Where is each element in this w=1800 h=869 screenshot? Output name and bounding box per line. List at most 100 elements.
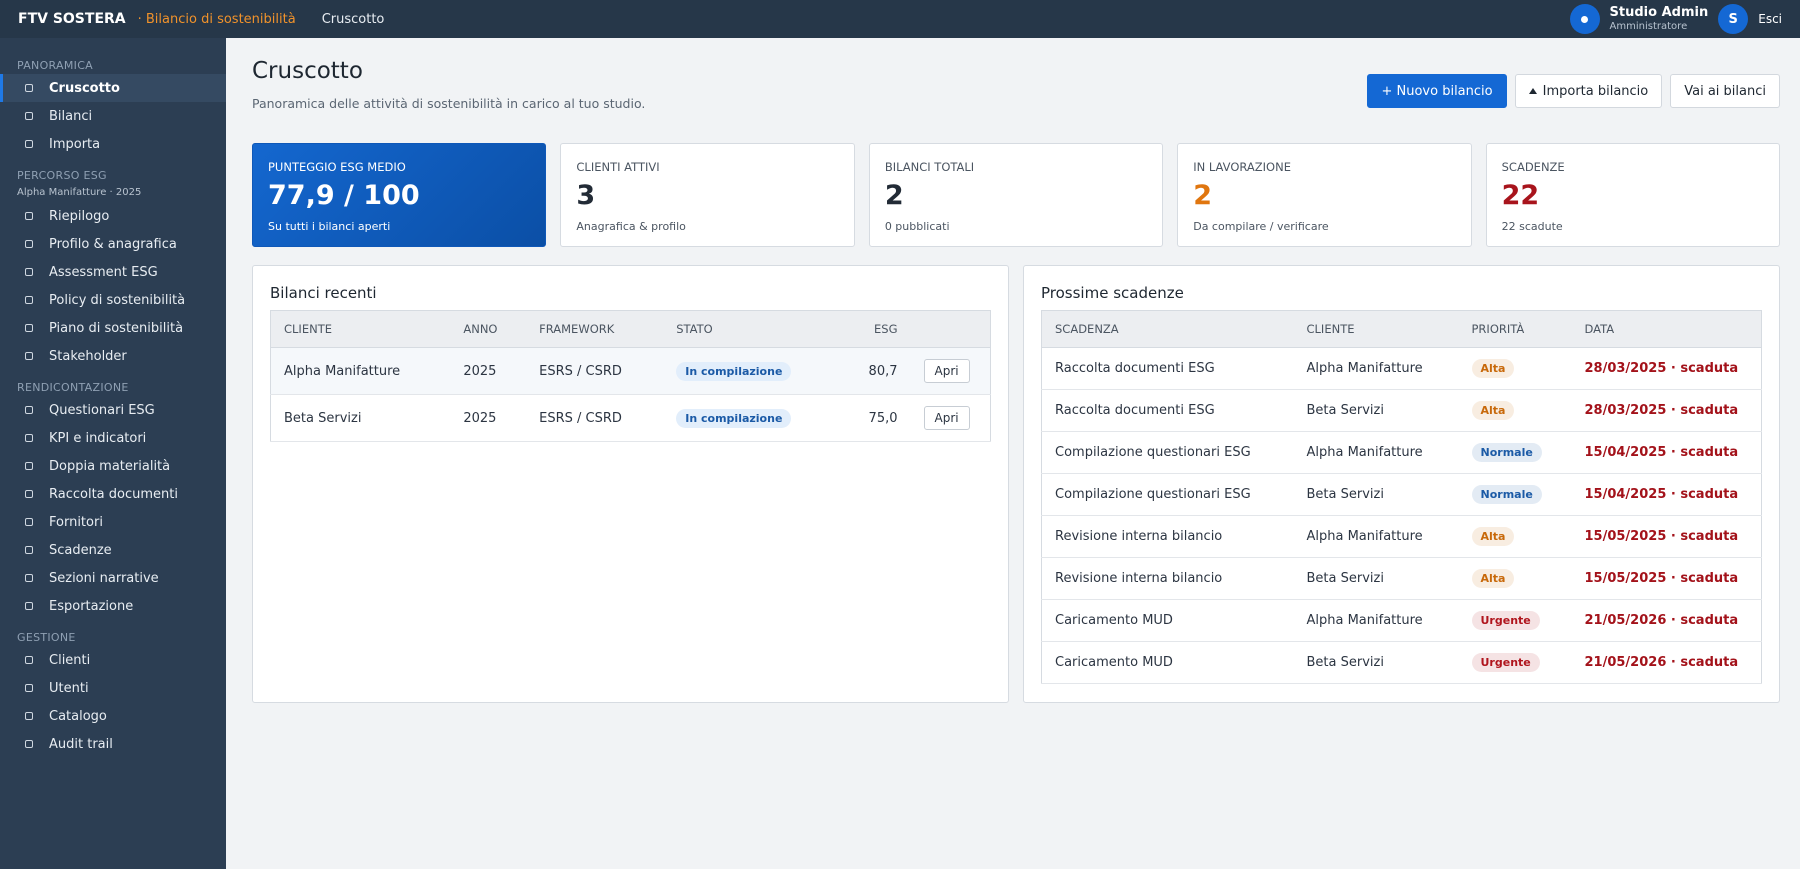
task: Raccolta documenti ESG — [1041, 347, 1294, 390]
logout[interactable]: Esci — [1758, 12, 1782, 26]
kpi-card: BILANCI TOTALI 2 0 pubblicati — [868, 143, 1164, 247]
open-button[interactable]: Apri — [923, 406, 970, 430]
table-row: Compilazione questionari ESG Beta Servizi… — [1041, 473, 1762, 516]
priority-cell: Normale — [1458, 431, 1572, 474]
nav-item[interactable]: Stakeholder — [0, 342, 226, 370]
table-row: Raccolta documenti ESG Alpha Manifatture A… — [1041, 347, 1762, 390]
kpi-value: 77,9 / 100 — [268, 180, 420, 211]
nav-icon — [25, 240, 33, 248]
nav-icon — [25, 684, 33, 692]
button[interactable]: Importa bilancio — [1514, 74, 1663, 108]
priority-cell: Urgente — [1458, 599, 1572, 642]
nav-label: Cruscotto — [49, 80, 120, 96]
sidebar: PANORAMICA Cruscotto Bilanci Importa PERCORS… — [0, 38, 226, 869]
nav-item[interactable]: Doppia materialità — [0, 452, 226, 480]
user-area: Studio Admin Amministratore S Esci — [1569, 4, 1782, 34]
status-badge: In compilazione — [676, 408, 792, 428]
nav-label: Questionari ESG — [49, 402, 155, 418]
nav-icon — [25, 518, 33, 526]
cell: Apri — [910, 347, 991, 395]
nav-item[interactable]: Fornitori — [0, 508, 226, 536]
priority-badge: Alta — [1471, 569, 1515, 588]
brand[interactable]: FTV SOSTERA — [18, 11, 126, 27]
cell: 80,7 — [841, 347, 911, 395]
cell: Alpha Manifatture — [270, 347, 451, 395]
actions: + Nuovo bilancio Importa bilancio Vai ai b… — [1367, 74, 1780, 108]
priority-cell: Alta — [1458, 515, 1572, 558]
priority-cell: Normale — [1458, 473, 1572, 516]
kpi-value: 2 — [884, 180, 904, 211]
nav-item[interactable]: Esportazione — [0, 592, 226, 620]
open-button[interactable]: Apri — [923, 359, 970, 383]
nav-item[interactable]: KPI e indicatori — [0, 424, 226, 452]
deadlines-table: SCADENZA CLIENTE PRIORITÀ DATA Raccolta docu… — [1041, 310, 1762, 684]
nav-item[interactable]: Importa — [0, 130, 226, 158]
nav-item[interactable]: Piano di sostenibilità — [0, 314, 226, 342]
button-label: Vai ai bilanci — [1684, 83, 1766, 99]
kpi-value: 2 — [1193, 180, 1213, 211]
nav-section: PANORAMICA Cruscotto Bilanci Importa — [0, 58, 226, 158]
nav-item[interactable]: Clienti — [0, 646, 226, 674]
nav-icon — [25, 296, 33, 304]
nav-item[interactable]: Cruscotto — [0, 74, 226, 102]
table-row: Alpha Manifatture 2025 ESRS / CSRD In compi… — [270, 347, 991, 395]
nav-icon — [25, 406, 33, 414]
nav-section: GESTIONE Clienti Utenti Catalogo Audit trail — [0, 630, 226, 758]
nav-item[interactable]: Scadenze — [0, 536, 226, 564]
nav-label: Stakeholder — [49, 348, 127, 364]
user-role: Amministratore — [1609, 21, 1688, 32]
panel-title: Prossime scadenze — [1041, 284, 1184, 302]
nav-item[interactable]: Questionari ESG — [0, 396, 226, 424]
client: Alpha Manifatture — [1293, 431, 1459, 474]
priority-cell: Urgente — [1458, 641, 1572, 684]
status-icon — [1569, 4, 1600, 34]
nav-item[interactable]: Audit trail — [0, 730, 226, 758]
kpi-label: IN LAVORAZIONE — [1193, 160, 1291, 174]
column-header: PRIORITÀ — [1458, 310, 1572, 348]
kpi-note: 22 scadute — [1501, 220, 1563, 233]
nav-item[interactable]: Policy di sostenibilità — [0, 286, 226, 314]
topbar: FTV SOSTERA · Bilancio di sostenibilità … — [0, 0, 1800, 38]
nav-item[interactable]: Bilanci — [0, 102, 226, 130]
nav-label: Importa — [49, 136, 101, 152]
header-row: CLIENTE ANNO FRAMEWORK STATO ESG — [270, 310, 991, 348]
priority-badge: Normale — [1471, 443, 1542, 462]
kpi-label: BILANCI TOTALI — [884, 160, 975, 174]
nav-item[interactable]: Riepilogo — [0, 202, 226, 230]
column-header: ESG — [841, 310, 911, 348]
upload-icon — [1528, 88, 1537, 94]
nav-label: Profilo & anagrafica — [49, 236, 177, 252]
button[interactable]: + Nuovo bilancio — [1367, 74, 1507, 108]
date: 21/05/2026 · scaduta — [1571, 599, 1762, 642]
product-name: · Bilancio di sostenibilità — [137, 11, 296, 27]
avatar[interactable]: S — [1718, 4, 1749, 34]
button-label: + Nuovo bilancio — [1381, 83, 1493, 99]
date: 15/04/2025 · scaduta — [1571, 431, 1762, 474]
nav-section-subtitle: Alpha Manifatture · 2025 — [17, 187, 142, 198]
nav-label: Scadenze — [49, 542, 112, 558]
nav-item[interactable]: Utenti — [0, 674, 226, 702]
nav-section: RENDICONTAZIONE Questionari ESG KPI e indi… — [0, 380, 226, 620]
nav-label: Sezioni narrative — [49, 570, 159, 586]
nav-icon — [25, 434, 33, 442]
cell: ESRS / CSRD — [526, 347, 664, 395]
column-header: CLIENTE — [270, 310, 451, 348]
nav-item[interactable]: Assessment ESG — [0, 258, 226, 286]
button[interactable]: Vai ai bilanci — [1670, 74, 1780, 108]
nav-icon — [25, 140, 33, 148]
column-header — [910, 310, 991, 348]
nav-item[interactable]: Sezioni narrative — [0, 564, 226, 592]
recent-panel: Bilanci recenti CLIENTE ANNO FRAMEWORK STAT… — [252, 265, 1009, 703]
nav-icon — [25, 268, 33, 276]
deadlines-panel: Prossime scadenze SCADENZA CLIENTE PRIORIT… — [1023, 265, 1780, 703]
priority-badge: Alta — [1471, 359, 1515, 378]
nav-item[interactable]: Catalogo — [0, 702, 226, 730]
kpi-card: CLIENTI ATTIVI 3 Anagrafica & profilo — [560, 143, 855, 247]
breadcrumb[interactable]: Cruscotto — [321, 11, 385, 27]
user-name: Studio Admin — [1609, 5, 1709, 20]
nav-item[interactable]: Profilo & anagrafica — [0, 230, 226, 258]
nav-label: KPI e indicatori — [49, 430, 147, 446]
nav-item[interactable]: Raccolta documenti — [0, 480, 226, 508]
priority-cell: Alta — [1458, 347, 1572, 390]
